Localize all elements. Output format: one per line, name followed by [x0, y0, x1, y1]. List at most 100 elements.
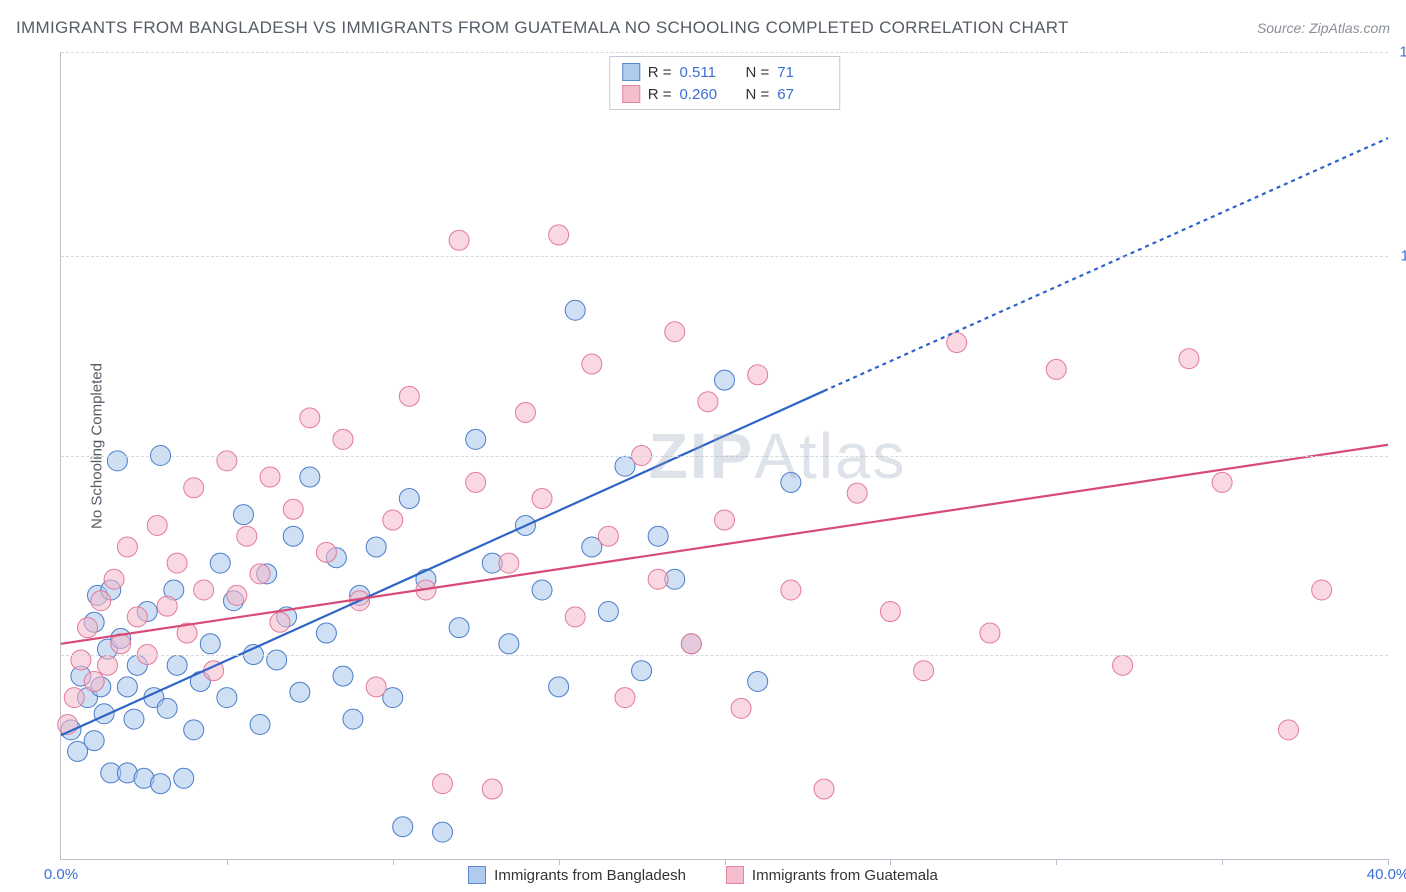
y-tick-label: 11.2%: [1401, 248, 1406, 265]
scatter-point: [499, 634, 519, 654]
scatter-point: [582, 354, 602, 374]
scatter-point: [433, 774, 453, 794]
scatter-point: [157, 596, 177, 616]
scatter-point: [449, 230, 469, 250]
legend-item-bangladesh: Immigrants from Bangladesh: [468, 866, 686, 884]
legend-series: Immigrants from Bangladesh Immigrants fr…: [0, 866, 1406, 884]
scatter-point: [814, 779, 834, 799]
chart-header: IMMIGRANTS FROM BANGLADESH VS IMMIGRANTS…: [16, 18, 1390, 38]
scatter-point: [227, 585, 247, 605]
scatter-point: [184, 478, 204, 498]
chart-source: Source: ZipAtlas.com: [1257, 20, 1390, 36]
scatter-point: [283, 499, 303, 519]
scatter-point: [880, 602, 900, 622]
scatter-point: [157, 698, 177, 718]
legend-label-bangladesh: Immigrants from Bangladesh: [494, 867, 686, 884]
swatch-bangladesh-icon: [468, 866, 486, 884]
scatter-point: [433, 822, 453, 842]
scatter-point: [127, 607, 147, 627]
scatter-point: [549, 677, 569, 697]
scatter-point: [167, 655, 187, 675]
scatter-point: [549, 225, 569, 245]
scatter-point: [267, 650, 287, 670]
scatter-point: [260, 467, 280, 487]
scatter-point: [300, 408, 320, 428]
legend-item-guatemala: Immigrants from Guatemala: [726, 866, 938, 884]
scatter-point: [499, 553, 519, 573]
scatter-point: [731, 698, 751, 718]
scatter-point: [1278, 720, 1298, 740]
scatter-point: [283, 526, 303, 546]
scatter-point: [200, 634, 220, 654]
scatter-point: [598, 602, 618, 622]
scatter-point: [290, 682, 310, 702]
scatter-point: [233, 505, 253, 525]
scatter-point: [210, 553, 230, 573]
scatter-point: [151, 774, 171, 794]
scatter-point: [748, 671, 768, 691]
scatter-point: [565, 607, 585, 627]
scatter-point: [184, 720, 204, 740]
scatter-point: [914, 661, 934, 681]
scatter-point: [466, 472, 486, 492]
scatter-point: [366, 537, 386, 557]
scatter-point: [748, 365, 768, 385]
scatter-point: [104, 569, 124, 589]
scatter-point: [91, 591, 111, 611]
scatter-point: [980, 623, 1000, 643]
scatter-point: [300, 467, 320, 487]
scatter-point: [565, 300, 585, 320]
y-tick-label: 15.0%: [1399, 44, 1406, 61]
scatter-point: [648, 526, 668, 546]
trend-line-extension: [824, 138, 1388, 391]
scatter-point: [1179, 349, 1199, 369]
scatter-point: [64, 688, 84, 708]
scatter-point: [84, 671, 104, 691]
scatter-point: [393, 817, 413, 837]
scatter-point: [333, 666, 353, 686]
scatter-point: [343, 709, 363, 729]
scatter-point: [515, 402, 535, 422]
scatter-point: [383, 510, 403, 530]
swatch-guatemala-icon: [622, 85, 640, 103]
scatter-point: [449, 618, 469, 638]
scatter-point: [1046, 359, 1066, 379]
scatter-point: [466, 429, 486, 449]
scatter-point: [847, 483, 867, 503]
legend-stats: R = 0.511 N = 71 R = 0.260 N = 67: [609, 56, 841, 110]
scatter-point: [117, 537, 137, 557]
scatter-point: [316, 623, 336, 643]
scatter-point: [250, 715, 270, 735]
scatter-point: [532, 580, 552, 600]
legend-label-guatemala: Immigrants from Guatemala: [752, 867, 938, 884]
scatter-point: [698, 392, 718, 412]
scatter-point: [665, 322, 685, 342]
scatter-point: [399, 489, 419, 509]
scatter-point: [237, 526, 257, 546]
scatter-point: [632, 661, 652, 681]
scatter-point: [117, 677, 137, 697]
scatter-point: [84, 731, 104, 751]
scatter-point: [715, 370, 735, 390]
scatter-point: [270, 612, 290, 632]
scatter-point: [615, 688, 635, 708]
scatter-point: [316, 542, 336, 562]
scatter-point: [167, 553, 187, 573]
scatter-point: [681, 634, 701, 654]
swatch-bangladesh-icon: [622, 63, 640, 81]
chart-plot-area: ZIPAtlas R = 0.511 N = 71 R = 0.260 N = …: [60, 52, 1388, 860]
scatter-point: [147, 515, 167, 535]
scatter-point: [366, 677, 386, 697]
scatter-point: [532, 489, 552, 509]
scatter-point: [217, 451, 237, 471]
legend-stats-row-2: R = 0.260 N = 67: [622, 83, 828, 105]
scatter-point: [124, 709, 144, 729]
scatter-point: [71, 650, 91, 670]
scatter-point: [781, 580, 801, 600]
scatter-point: [174, 768, 194, 788]
scatter-point: [781, 472, 801, 492]
scatter-point: [333, 429, 353, 449]
scatter-point: [598, 526, 618, 546]
scatter-point: [1113, 655, 1133, 675]
legend-stats-row-1: R = 0.511 N = 71: [622, 61, 828, 83]
